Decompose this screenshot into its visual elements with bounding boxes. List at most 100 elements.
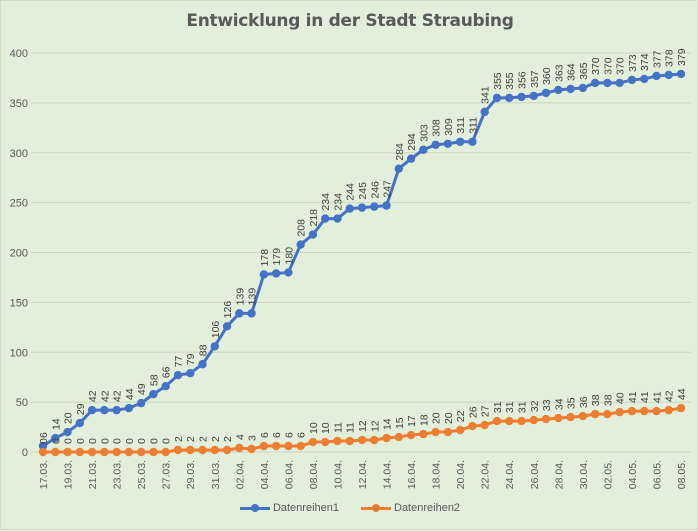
data-point-series2: [529, 415, 538, 425]
data-label-series2: 0: [112, 438, 124, 444]
data-label-series1: 373: [627, 54, 639, 72]
data-label-series1: 77: [173, 355, 185, 367]
data-point-series2: [124, 447, 134, 457]
data-point-series2: [652, 406, 661, 416]
data-point-series1: [382, 201, 391, 210]
data-point-series2: [492, 416, 502, 426]
data-label-series1: 364: [566, 63, 578, 81]
data-point-series2: [566, 412, 575, 422]
x-tick-label: 22.04.: [480, 460, 492, 489]
x-tick-label: 02.04.: [234, 460, 246, 489]
data-label-series2: 15: [394, 417, 406, 429]
data-point-series2: [419, 429, 428, 439]
data-point-series1: [419, 145, 428, 154]
data-point-series1: [443, 139, 453, 148]
data-point-series2: [284, 441, 293, 451]
data-point-series1: [357, 203, 367, 212]
data-point-series1: [590, 78, 600, 88]
data-label-series1: 246: [369, 181, 381, 199]
x-tick-label: 08.05.: [676, 460, 688, 489]
y-tick-label: 350: [10, 98, 28, 110]
data-point-series2: [394, 432, 404, 442]
data-point-series1: [529, 91, 538, 101]
data-label-series1: 234: [320, 193, 332, 211]
data-point-series2: [468, 421, 477, 431]
y-tick-label: 250: [10, 198, 28, 210]
x-tick-label: 12.04.: [357, 460, 369, 489]
data-label-series2: 2: [173, 436, 185, 442]
legend-label-series2: Datenreihen2: [394, 502, 461, 514]
x-tick-label: 10.04.: [332, 460, 344, 489]
data-point-series2: [480, 420, 489, 430]
x-tick-label: 14.04.: [382, 460, 394, 489]
data-label-series1: 6: [38, 432, 50, 438]
data-label-series1: 360: [541, 67, 553, 85]
data-point-series1: [308, 230, 318, 239]
data-label-series2: 14: [382, 418, 394, 430]
data-point-series2: [443, 427, 453, 437]
data-label-series1: 44: [124, 388, 136, 400]
legend-item-series1[interactable]: Datenreihen1: [239, 502, 339, 514]
data-label-series1: 42: [112, 390, 124, 402]
data-label-series2: 10: [320, 422, 332, 434]
data-point-series2: [149, 447, 158, 457]
data-label-series2: 0: [136, 438, 148, 444]
data-point-series1: [210, 342, 219, 351]
data-label-series2: 41: [651, 391, 663, 403]
data-label-series1: 179: [271, 248, 283, 266]
data-label-series1: 370: [602, 57, 614, 75]
data-label-series1: 180: [283, 247, 295, 265]
data-point-series2: [345, 436, 354, 446]
data-point-series1: [615, 78, 624, 88]
data-point-series2: [615, 407, 624, 417]
data-label-series2: 6: [296, 432, 308, 438]
data-point-series1: [63, 427, 72, 437]
data-label-series1: 365: [578, 62, 590, 80]
data-label-series1: 370: [615, 57, 627, 75]
data-label-series2: 2: [222, 436, 234, 442]
data-label-series1: 341: [480, 86, 492, 104]
data-label-series2: 0: [124, 438, 136, 444]
data-label-series2: 0: [75, 438, 87, 444]
data-label-series2: 38: [602, 394, 614, 406]
data-point-series2: [320, 437, 330, 447]
data-label-series2: 18: [418, 414, 430, 426]
x-tick-label: 08.04.: [308, 460, 320, 489]
data-label-series1: 311: [467, 117, 479, 134]
data-label-series1: 66: [161, 366, 173, 378]
data-label-series2: 2: [210, 436, 222, 442]
data-point-series2: [431, 427, 440, 437]
x-tick-label: 21.03.: [87, 460, 99, 489]
x-tick-label: 23.03.: [112, 460, 124, 489]
data-point-series1: [136, 398, 146, 408]
data-point-series1: [320, 214, 330, 223]
y-tick-label: 0: [22, 447, 28, 459]
data-point-series2: [87, 447, 97, 457]
data-point-series2: [296, 441, 305, 451]
data-point-series2: [541, 414, 551, 424]
data-point-series1: [247, 309, 256, 318]
data-label-series2: 38: [590, 394, 602, 406]
data-label-series1: 245: [357, 182, 369, 200]
data-point-series1: [394, 164, 404, 173]
data-label-series2: 17: [406, 415, 418, 427]
x-tick-label: 02.05.: [602, 460, 614, 489]
data-label-series1: 218: [308, 209, 320, 227]
data-label-series1: 357: [529, 70, 541, 88]
data-point-series2: [333, 436, 342, 446]
data-point-series1: [676, 69, 686, 79]
data-point-series1: [554, 85, 563, 95]
data-point-series1: [370, 202, 379, 211]
data-point-series2: [210, 445, 219, 455]
data-label-series2: 4: [234, 434, 246, 440]
x-tick-label: 04.04.: [259, 460, 271, 489]
data-point-series1: [468, 137, 477, 146]
data-label-series1: 14: [50, 418, 62, 430]
data-label-series1: 139: [247, 288, 259, 306]
legend-item-series2[interactable]: Datenreihen2: [361, 502, 460, 514]
data-point-series2: [235, 443, 244, 453]
data-point-series1: [198, 360, 207, 369]
data-point-series1: [639, 74, 649, 84]
data-label-series2: 35: [566, 397, 578, 409]
data-label-series2: 33: [541, 399, 553, 411]
